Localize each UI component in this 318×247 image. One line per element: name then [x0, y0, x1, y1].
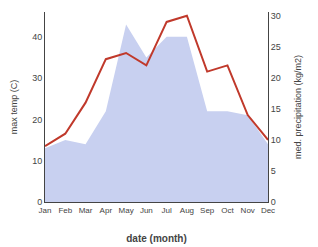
- svg-text:30: 30: [32, 73, 42, 83]
- svg-text:10: 10: [271, 135, 281, 145]
- svg-text:20: 20: [32, 115, 42, 125]
- svg-text:med. precipitation (kg/m2): med. precipitation (kg/m2): [293, 55, 303, 159]
- svg-text:Sep: Sep: [200, 206, 215, 215]
- svg-text:0: 0: [271, 197, 276, 207]
- svg-text:Feb: Feb: [58, 206, 72, 215]
- svg-text:max temp (C): max temp (C): [9, 80, 19, 135]
- svg-text:20: 20: [271, 73, 281, 83]
- svg-text:Jan: Jan: [39, 206, 52, 215]
- svg-text:Apr: Apr: [100, 206, 113, 215]
- svg-text:May: May: [119, 206, 134, 215]
- svg-text:date (month): date (month): [126, 233, 187, 244]
- svg-text:Oct: Oct: [221, 206, 234, 215]
- svg-text:40: 40: [32, 32, 42, 42]
- svg-text:Mar: Mar: [79, 206, 93, 215]
- svg-text:Nov: Nov: [241, 206, 255, 215]
- svg-text:30: 30: [271, 11, 281, 21]
- svg-text:10: 10: [32, 156, 42, 166]
- svg-text:15: 15: [271, 104, 281, 114]
- svg-text:5: 5: [271, 166, 276, 176]
- svg-text:0: 0: [37, 197, 42, 207]
- svg-text:Jun: Jun: [140, 206, 153, 215]
- svg-text:Aug: Aug: [180, 206, 194, 215]
- svg-text:25: 25: [271, 42, 281, 52]
- svg-text:Jul: Jul: [162, 206, 172, 215]
- svg-text:Dec: Dec: [261, 206, 275, 215]
